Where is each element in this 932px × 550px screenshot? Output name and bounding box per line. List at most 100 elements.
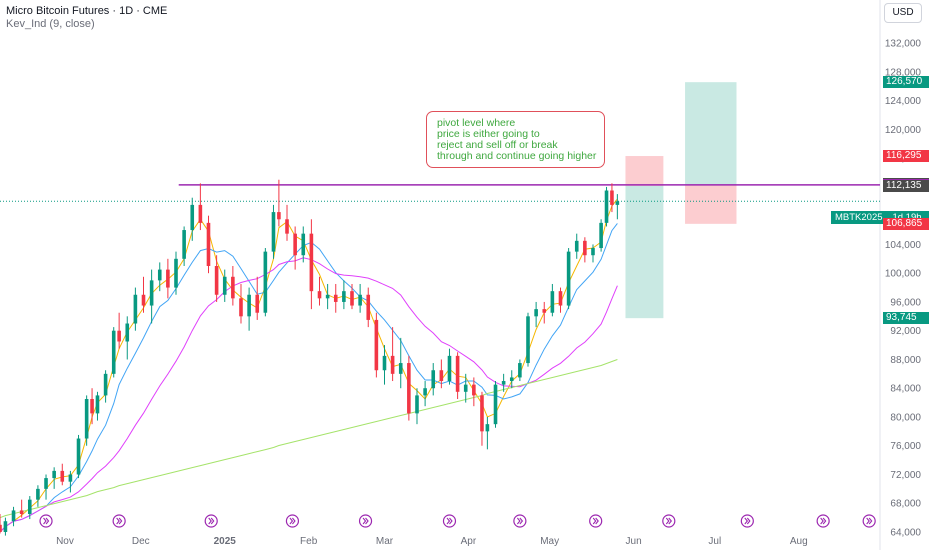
price-tag: 106,865 xyxy=(883,217,929,230)
event-icon-chevron xyxy=(43,517,50,525)
candle-body xyxy=(277,212,281,220)
y-tick-label: 96,000 xyxy=(890,297,921,308)
take-profit-zone xyxy=(685,82,737,185)
candle-body xyxy=(11,510,16,522)
annotation-line: pivot level where xyxy=(437,117,516,129)
annotation-line: price is either going to xyxy=(437,128,540,140)
candle-body xyxy=(463,384,468,392)
price-tag: 116,295 xyxy=(883,150,929,163)
candle-body xyxy=(350,291,354,306)
candle-body xyxy=(206,222,211,266)
candle-body xyxy=(407,363,411,414)
candle-body xyxy=(518,363,522,378)
event-icon-chevron xyxy=(208,517,215,525)
x-tick-label: Aug xyxy=(790,536,808,547)
candle-body xyxy=(439,370,444,382)
event-icon-chevron xyxy=(820,517,827,525)
candle-body xyxy=(423,388,427,396)
candle-body xyxy=(263,251,268,313)
candle-body xyxy=(125,323,130,342)
candle-body xyxy=(526,316,530,364)
candle-body xyxy=(583,240,587,256)
y-tick-label: 120,000 xyxy=(885,125,922,136)
price-tag: 93,745 xyxy=(883,312,929,325)
candle-body xyxy=(141,294,146,306)
candle-body xyxy=(342,291,346,302)
candle-body xyxy=(84,399,89,439)
candle-body xyxy=(3,521,8,532)
event-icon-chevron xyxy=(516,517,524,525)
candle-body xyxy=(472,384,476,396)
candle-body xyxy=(390,355,395,374)
candle-body xyxy=(366,294,371,320)
take-profit-zone xyxy=(625,185,664,319)
indicator-legend: Kev_Ind (9, close) xyxy=(6,18,95,30)
event-icon-chevron xyxy=(665,517,673,525)
candle-body xyxy=(566,251,571,306)
event-icon-chevron xyxy=(866,517,873,525)
symbol-title: Micro Bitcoin Futures · 1D · CME xyxy=(6,5,168,17)
candle-body xyxy=(214,266,219,295)
candle-body xyxy=(157,269,162,281)
y-tick-label: 72,000 xyxy=(890,470,921,481)
x-tick-label: Dec xyxy=(132,536,150,547)
x-tick-label: 2025 xyxy=(214,536,237,547)
event-icon-chevron xyxy=(446,517,453,525)
candle-body xyxy=(222,276,227,295)
candle-body xyxy=(480,395,484,432)
candle-body xyxy=(493,384,498,425)
x-tick-label: May xyxy=(540,536,559,547)
y-tick-label: 128,000 xyxy=(885,67,922,78)
candle-body xyxy=(27,499,32,515)
candle-body xyxy=(325,294,330,299)
candle-body xyxy=(271,212,276,252)
candle-body xyxy=(198,204,203,223)
candle-body xyxy=(103,373,108,396)
annotation-line: through and continue going higher xyxy=(437,150,597,162)
y-tick-label: 124,000 xyxy=(885,96,922,107)
candles-group xyxy=(0,179,620,536)
candle-body xyxy=(44,478,48,489)
candle-body xyxy=(309,233,314,292)
candle-body xyxy=(574,240,579,252)
annotation-callout[interactable]: pivot level where price is either going … xyxy=(426,111,605,168)
candle-body xyxy=(190,204,195,231)
candle-body xyxy=(447,355,452,382)
stop-loss-zone xyxy=(685,184,737,224)
candle-body xyxy=(0,524,2,532)
y-tick-label: 92,000 xyxy=(890,326,921,337)
y-tick-label: 88,000 xyxy=(890,355,921,366)
candle-body xyxy=(501,381,506,385)
candle-body xyxy=(285,219,289,234)
candle-body xyxy=(509,377,514,382)
y-tick-label: 80,000 xyxy=(890,412,921,423)
candle-body xyxy=(60,470,65,482)
symbol-badge: MBTK2025 xyxy=(831,211,887,224)
candle-body xyxy=(174,258,178,288)
candle-body xyxy=(604,190,609,223)
candle-body xyxy=(111,330,116,374)
currency-button[interactable]: USD xyxy=(884,3,922,23)
moving-average-line xyxy=(0,198,618,533)
candle-body xyxy=(247,294,251,317)
candle-body xyxy=(317,291,322,299)
x-tick-label: Jun xyxy=(626,536,642,547)
candle-body xyxy=(534,309,538,317)
candle-body xyxy=(239,298,243,317)
y-tick-label: 84,000 xyxy=(890,384,921,395)
x-tick-label: Nov xyxy=(56,536,74,547)
annotation-line: reject and sell off or break xyxy=(437,139,558,151)
y-tick-label: 100,000 xyxy=(885,269,922,280)
candle-body xyxy=(301,233,306,256)
event-icon-chevron xyxy=(592,517,599,525)
candle-body xyxy=(76,438,81,475)
candle-body xyxy=(485,424,490,432)
x-tick-label: Jul xyxy=(708,536,721,547)
candle-body xyxy=(398,363,403,374)
y-tick-label: 68,000 xyxy=(890,499,921,510)
candle-body xyxy=(358,294,362,306)
candle-body xyxy=(542,309,547,313)
candle-body xyxy=(455,355,460,392)
candle-body xyxy=(149,280,154,306)
